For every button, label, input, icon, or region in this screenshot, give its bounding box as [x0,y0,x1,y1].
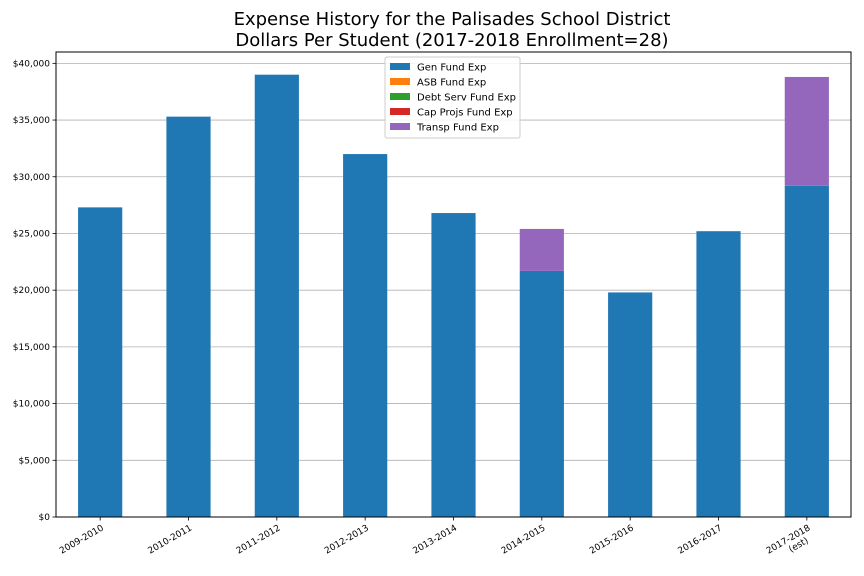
x-tick-label-0-line-0: 2009-2010 [58,523,106,556]
bar-0-8 [784,185,829,517]
bar-0-2 [254,74,299,518]
y-tick-label-8: $40,000 [13,59,50,69]
y-axis-ticks: $0 $5,000 $10,000 $15,000 $20,000 $25,000 $30,… [13,59,56,523]
x-tick-label-5: 2014-2015 [500,523,547,556]
x-tick-label-5-line-0: 2014-2015 [500,523,547,556]
bar-0-4 [431,213,476,518]
x-tick-label-3: 2012-2013 [323,523,370,556]
bar-0-3 [343,154,388,517]
x-tick-label-8: 2017-2018(est) [765,523,813,556]
chart-title-line1: Expense History for the Palisades School… [234,9,671,30]
legend-box [384,56,521,139]
bars [78,74,829,518]
bar-0-1 [166,116,211,518]
y-tick-label-6: $30,000 [13,173,50,183]
x-tick-label-6-line-0: 2015-2016 [588,523,636,556]
legend-swatch-1 [390,78,410,85]
x-axis-ticks: 2009-2010 2010-2011 2011-2012 2012-2013 2013… [58,517,813,557]
x-tick-label-3-line-0: 2012-2013 [323,523,370,556]
y-tick-label-4: $20,000 [13,286,50,296]
legend-swatch-3 [390,108,410,115]
legend-label-3: Cap Projs Fund Exp [417,108,513,119]
x-tick-label-4-line-0: 2013-2014 [412,523,460,556]
legend-label-4: Transp Fund Exp [416,123,499,134]
legend: Gen Fund Exp ASB Fund Exp Debt Serv Fund E… [384,56,521,139]
y-tick-label-3: $15,000 [13,343,50,353]
bar-0-6 [608,292,653,517]
bar-0-0 [78,207,123,517]
chart-title-line2: Dollars Per Student (2017-2018 Enrollmen… [235,30,668,51]
y-tick-label-2: $10,000 [13,400,50,410]
x-tick-label-2: 2011-2012 [235,523,282,556]
x-tick-label-0: 2009-2010 [58,523,106,556]
legend-label-0: Gen Fund Exp [417,63,486,74]
legend-label-1: ASB Fund Exp [417,78,486,89]
x-tick-label-1: 2010-2011 [147,523,194,556]
bar-4-5 [519,228,564,271]
legend-label-2: Debt Serv Fund Exp [417,93,516,104]
bar-0-7 [696,231,741,517]
x-tick-label-1-line-0: 2010-2011 [147,523,194,556]
y-tick-label-7: $35,000 [13,116,50,126]
x-tick-label-4: 2013-2014 [412,523,460,556]
x-tick-label-6: 2015-2016 [588,523,636,556]
x-tick-label-7-line-0: 2016-2017 [677,523,724,556]
y-tick-label-0: $0 [39,513,51,523]
chart-title: Expense History for the Palisades School… [234,9,671,51]
legend-swatch-2 [390,93,410,100]
bar-0-5 [519,270,564,517]
x-tick-label-2-line-0: 2011-2012 [235,523,282,556]
bar-4-8 [784,76,829,186]
y-tick-label-1: $5,000 [19,456,51,466]
legend-swatch-0 [390,63,410,70]
y-tick-label-5: $25,000 [13,229,50,239]
legend-swatch-4 [390,123,410,130]
x-tick-label-7: 2016-2017 [677,523,724,556]
